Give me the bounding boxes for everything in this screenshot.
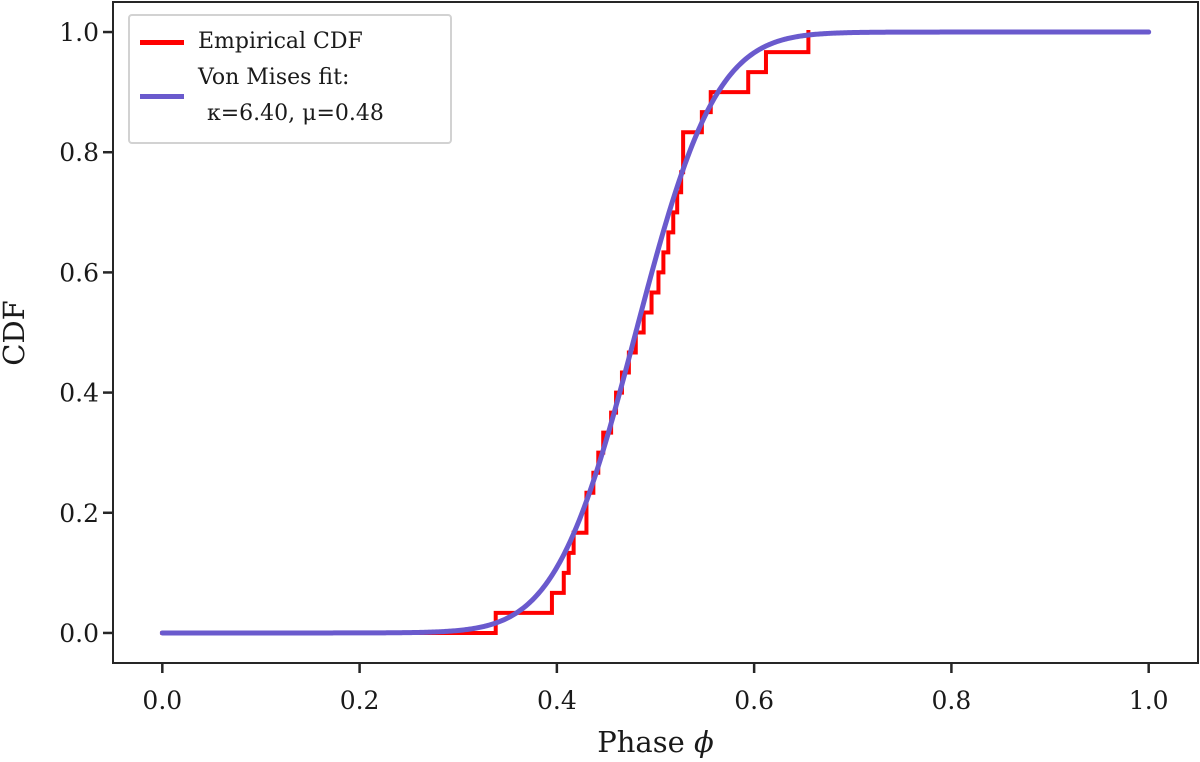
legend-label-vonmises-line2: κ=6.40, μ=0.48: [207, 101, 384, 126]
legend-item-vonmises: Von Mises fit: κ=6.40, μ=0.48: [140, 60, 438, 132]
legend-line-sample-vonmises: [140, 93, 184, 99]
x-axis-label: Phase ϕ: [597, 725, 714, 759]
legend-label-empirical: Empirical CDF: [198, 29, 363, 54]
y-axis-label: CDF: [0, 300, 31, 366]
legend-label-vonmises-line1: Von Mises fit:: [198, 65, 350, 90]
y-tick-label: 0.8: [59, 138, 99, 167]
legend-item-empirical: Empirical CDF: [140, 24, 438, 60]
y-tick-label: 1.0: [59, 18, 99, 47]
y-tick-label: 0.0: [59, 619, 99, 648]
y-tick-label: 0.6: [59, 258, 99, 287]
legend-line-sample-empirical: [140, 39, 184, 45]
x-tick-label: 0.4: [537, 686, 577, 715]
legend-label-vonmises: Von Mises fit: κ=6.40, μ=0.48: [198, 60, 384, 132]
x-tick-label: 0.6: [734, 686, 774, 715]
y-tick-label: 0.4: [59, 379, 99, 408]
x-tick-label: 1.0: [1129, 686, 1169, 715]
axes-spines: [112, 1, 1199, 664]
y-tick-label: 0.2: [59, 499, 99, 528]
von-mises-fit-line: [159, 29, 1152, 636]
x-tick-label: 0.2: [340, 686, 380, 715]
x-tick-label: 0.0: [142, 686, 182, 715]
legend: Empirical CDF Von Mises fit: κ=6.40, μ=0…: [128, 14, 452, 144]
x-tick-label: 0.8: [932, 686, 972, 715]
